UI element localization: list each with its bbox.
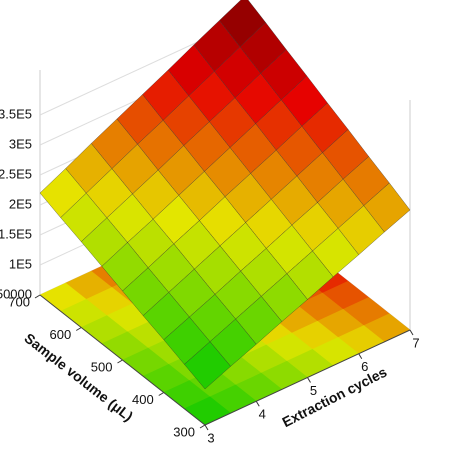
y-tick [158,392,165,396]
x-tick [409,329,414,336]
y-tick [75,327,82,331]
x-tick-label: 3 [207,430,214,445]
y-tick [117,359,123,364]
x-tick-label: 6 [361,359,368,374]
x-tick [358,353,363,360]
surface-cell [184,341,231,390]
y-tick-label: 400 [132,392,154,407]
x-tick-label: 7 [412,335,419,350]
z-tick-label: 2.5E5 [0,166,32,181]
x-tick [307,377,311,383]
y-tick-label: 600 [50,327,72,342]
z-tick-label: 3E5 [9,136,32,151]
y-tick-label: 700 [8,294,30,309]
y-tick-label: 300 [173,424,195,439]
z-tick-label: 1E5 [9,256,32,271]
x-tick-label: 4 [259,407,266,422]
y-tick [34,294,41,299]
axis-line [39,294,411,426]
x-tick [204,424,209,431]
z-tick-label: 1.5E5 [0,226,32,241]
x-tick-label: 5 [310,383,317,398]
z-tick-label: 2E5 [9,196,32,211]
x-tick [255,400,260,407]
y-tick [199,424,206,429]
z-tick-label: 3.5E5 [0,106,32,121]
y-tick-label: 500 [91,359,113,374]
z-tick-label: 50000 [0,286,32,301]
